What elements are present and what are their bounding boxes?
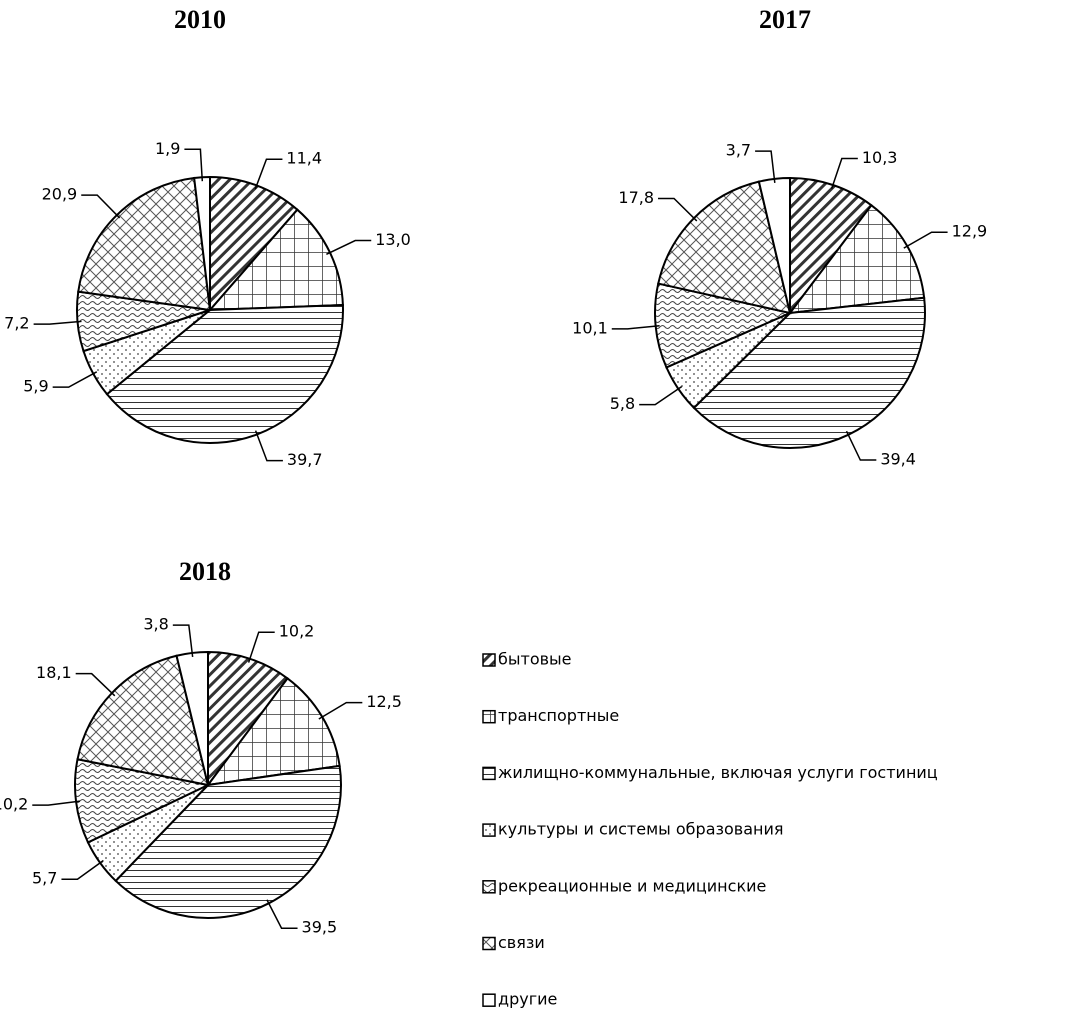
data-label: 39,7	[287, 450, 323, 469]
legend-label: бытовые	[498, 650, 572, 669]
data-label: 20,9	[42, 185, 78, 204]
leader-line	[33, 320, 82, 325]
legend-label: жилищно-коммунальные, включая услуги гос…	[498, 763, 938, 782]
data-label: 12,5	[366, 692, 402, 711]
data-label: 10,2	[0, 795, 28, 814]
leader-line	[755, 150, 776, 183]
data-label: 10,3	[862, 148, 898, 167]
legend-label: транспортные	[498, 706, 619, 725]
data-label: 5,8	[610, 394, 635, 413]
pie-slice	[77, 176, 212, 312]
chart-title: 2010	[174, 5, 226, 34]
data-label: 3,7	[726, 141, 751, 160]
leader-line	[81, 194, 121, 219]
data-label: 17,8	[618, 188, 654, 207]
leader-line	[658, 197, 698, 222]
legend-swatch	[482, 709, 496, 724]
leader-line	[32, 800, 81, 806]
legend-swatch	[482, 766, 496, 781]
leader-line	[172, 624, 194, 658]
leader-line	[266, 899, 298, 929]
data-label: 10,2	[279, 622, 315, 641]
chart-title: 2017	[759, 5, 811, 34]
leader-line	[75, 672, 116, 697]
leader-line	[903, 231, 948, 249]
legend-label: связи	[498, 933, 545, 952]
data-label: 5,7	[32, 869, 57, 888]
legend-swatch	[482, 653, 496, 667]
data-label: 7,2	[4, 314, 29, 333]
leader-line	[845, 430, 877, 461]
legend-swatch	[482, 880, 496, 894]
legend-label: другие	[498, 990, 557, 1009]
legend-label: рекреационные и медицинские	[498, 876, 766, 895]
chart-title: 2018	[179, 557, 231, 586]
leader-line	[254, 430, 283, 462]
data-label: 3,8	[143, 615, 168, 634]
leader-line	[611, 324, 660, 330]
leader-line	[318, 701, 363, 720]
leader-line	[830, 157, 858, 190]
leader-line	[254, 158, 283, 190]
data-label: 13,0	[375, 230, 411, 249]
data-label: 10,1	[572, 318, 608, 337]
legend-label: культуры и системы образования	[498, 820, 784, 839]
data-label: 12,9	[952, 222, 988, 241]
data-label: 39,5	[302, 918, 338, 937]
data-label: 5,9	[23, 377, 48, 396]
legend-swatch	[482, 823, 496, 837]
leader-line	[184, 148, 204, 182]
data-label: 18,1	[36, 663, 72, 682]
leader-line	[52, 371, 98, 388]
legend-swatch	[482, 936, 496, 951]
leader-line	[639, 386, 683, 406]
data-label: 11,4	[286, 149, 322, 168]
leader-line	[61, 859, 104, 880]
leader-line	[247, 631, 275, 663]
data-label: 39,4	[880, 450, 916, 469]
data-label: 1,9	[155, 139, 180, 158]
leader-line	[326, 239, 372, 256]
legend-swatch	[482, 993, 496, 1007]
